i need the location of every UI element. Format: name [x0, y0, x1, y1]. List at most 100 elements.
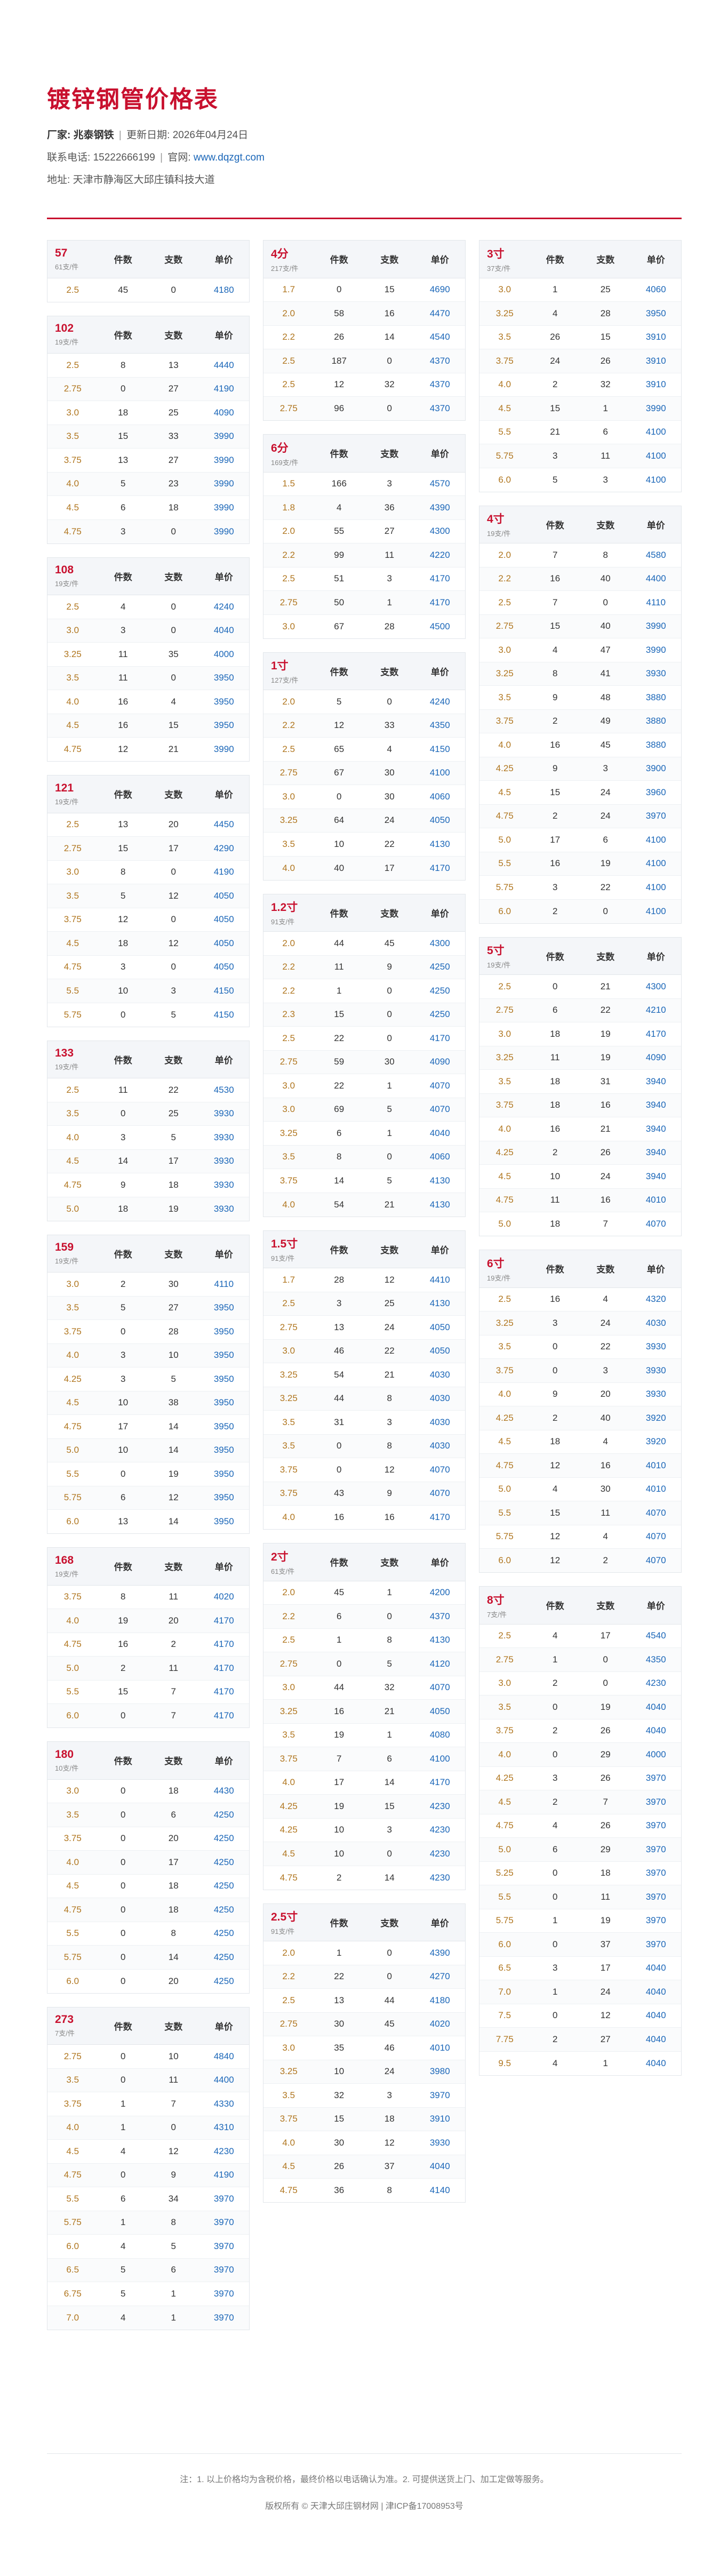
price-cell[interactable]: 4050: [198, 907, 249, 932]
price-cell[interactable]: 3970: [414, 2083, 465, 2107]
price-cell[interactable]: 3880: [630, 709, 681, 733]
price-cell[interactable]: 4230: [414, 1818, 465, 1842]
price-cell[interactable]: 4130: [414, 832, 465, 856]
price-cell[interactable]: 4400: [198, 2068, 249, 2092]
price-cell[interactable]: 3970: [630, 1885, 681, 1909]
price-cell[interactable]: 4030: [630, 1311, 681, 1335]
price-cell[interactable]: 3930: [630, 661, 681, 686]
price-cell[interactable]: 4230: [414, 1794, 465, 1818]
price-cell[interactable]: 4170: [198, 1703, 249, 1727]
price-cell[interactable]: 4040: [630, 2051, 681, 2075]
price-cell[interactable]: 4140: [414, 2178, 465, 2202]
price-cell[interactable]: 4350: [630, 1647, 681, 1671]
price-cell[interactable]: 4040: [414, 2154, 465, 2179]
price-cell[interactable]: 4170: [414, 1505, 465, 1529]
price-cell[interactable]: 4070: [630, 1524, 681, 1549]
price-cell[interactable]: 4100: [630, 467, 681, 492]
price-cell[interactable]: 4090: [414, 1050, 465, 1074]
price-cell[interactable]: 3940: [630, 1069, 681, 1093]
price-cell[interactable]: 3950: [630, 301, 681, 325]
price-cell[interactable]: 4020: [414, 2012, 465, 2036]
price-cell[interactable]: 3990: [198, 737, 249, 761]
price-cell[interactable]: 3970: [198, 2305, 249, 2330]
price-cell[interactable]: 3910: [630, 325, 681, 349]
price-cell[interactable]: 3900: [630, 756, 681, 781]
price-cell[interactable]: 4370: [414, 1604, 465, 1628]
price-cell[interactable]: 4230: [198, 2139, 249, 2163]
price-cell[interactable]: 4000: [630, 1742, 681, 1766]
price-cell[interactable]: 4250: [414, 979, 465, 1003]
price-cell[interactable]: 4010: [630, 1188, 681, 1212]
price-cell[interactable]: 4070: [414, 1458, 465, 1482]
price-cell[interactable]: 4250: [198, 1826, 249, 1851]
price-cell[interactable]: 3980: [414, 2059, 465, 2084]
price-cell[interactable]: 3970: [630, 1932, 681, 1956]
price-cell[interactable]: 3990: [198, 519, 249, 543]
price-cell[interactable]: 4130: [414, 1628, 465, 1652]
price-cell[interactable]: 4080: [414, 1723, 465, 1747]
price-cell[interactable]: 4540: [414, 325, 465, 349]
price-cell[interactable]: 3950: [198, 1295, 249, 1320]
price-cell[interactable]: 4040: [414, 1121, 465, 1145]
price-cell[interactable]: 4390: [414, 1941, 465, 1965]
price-cell[interactable]: 4170: [198, 1632, 249, 1657]
price-cell[interactable]: 4230: [630, 1671, 681, 1695]
price-cell[interactable]: 3990: [198, 448, 249, 472]
price-cell[interactable]: 4230: [414, 1842, 465, 1866]
price-cell[interactable]: 4170: [414, 855, 465, 880]
price-cell[interactable]: 4690: [414, 277, 465, 302]
price-cell[interactable]: 4060: [630, 277, 681, 302]
price-cell[interactable]: 4290: [198, 836, 249, 860]
price-cell[interactable]: 4110: [198, 1272, 249, 1296]
price-cell[interactable]: 4250: [414, 1002, 465, 1027]
price-cell[interactable]: 4250: [198, 1921, 249, 1946]
price-cell[interactable]: 4190: [198, 2163, 249, 2187]
price-cell[interactable]: 4040: [630, 1980, 681, 2004]
price-cell[interactable]: 4100: [414, 761, 465, 785]
price-cell[interactable]: 4050: [414, 1699, 465, 1723]
price-cell[interactable]: 4180: [414, 1988, 465, 2012]
price-cell[interactable]: 4250: [198, 1898, 249, 1922]
price-cell[interactable]: 4010: [414, 2036, 465, 2060]
price-cell[interactable]: 4220: [414, 543, 465, 567]
price-cell[interactable]: 4430: [198, 1779, 249, 1803]
price-cell[interactable]: 4100: [630, 444, 681, 468]
price-cell[interactable]: 3970: [630, 1813, 681, 1838]
price-cell[interactable]: 4170: [198, 1656, 249, 1680]
price-cell[interactable]: 4050: [198, 931, 249, 955]
site-link[interactable]: www.dqzgt.com: [193, 152, 265, 163]
price-cell[interactable]: 4050: [414, 1315, 465, 1339]
price-cell[interactable]: 4240: [414, 690, 465, 714]
price-cell[interactable]: 3970: [630, 1837, 681, 1861]
price-cell[interactable]: 4200: [414, 1580, 465, 1605]
price-cell[interactable]: 3970: [198, 2258, 249, 2282]
price-cell[interactable]: 4390: [414, 495, 465, 519]
price-cell[interactable]: 4400: [630, 566, 681, 591]
price-cell[interactable]: 4070: [414, 1481, 465, 1506]
price-cell[interactable]: 4070: [630, 1212, 681, 1236]
price-cell[interactable]: 3940: [630, 1117, 681, 1141]
price-cell[interactable]: 4030: [414, 1363, 465, 1387]
price-cell[interactable]: 4250: [198, 1969, 249, 1993]
price-cell[interactable]: 4010: [630, 1477, 681, 1501]
price-cell[interactable]: 4130: [414, 1291, 465, 1316]
price-cell[interactable]: 4100: [414, 1747, 465, 1771]
price-cell[interactable]: 3990: [198, 495, 249, 519]
price-cell[interactable]: 4100: [630, 851, 681, 876]
price-cell[interactable]: 4300: [414, 931, 465, 955]
price-cell[interactable]: 3950: [198, 713, 249, 738]
price-cell[interactable]: 4050: [198, 884, 249, 908]
price-cell[interactable]: 4450: [198, 812, 249, 837]
price-cell[interactable]: 4250: [198, 1945, 249, 1969]
price-cell[interactable]: 4060: [414, 1145, 465, 1169]
price-cell[interactable]: 3990: [630, 614, 681, 638]
price-cell[interactable]: 3930: [198, 1125, 249, 1149]
price-cell[interactable]: 4130: [414, 1169, 465, 1193]
phone-number[interactable]: 15222666199: [93, 152, 155, 163]
price-cell[interactable]: 4190: [198, 860, 249, 884]
price-cell[interactable]: 3950: [198, 1319, 249, 1343]
price-cell[interactable]: 3970: [630, 804, 681, 828]
price-cell[interactable]: 4150: [198, 1002, 249, 1027]
price-cell[interactable]: 3950: [198, 1343, 249, 1367]
price-cell[interactable]: 4070: [414, 1675, 465, 1700]
